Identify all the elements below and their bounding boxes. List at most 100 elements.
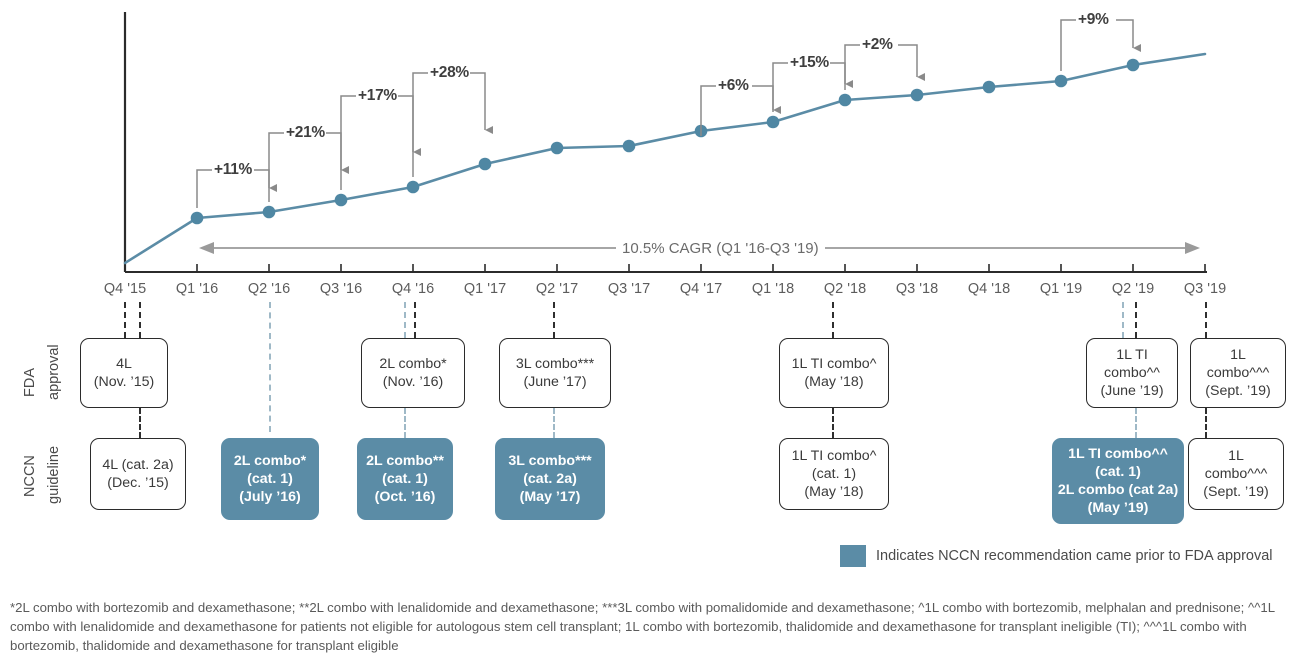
- growth-label-3: +28%: [430, 64, 469, 81]
- nccn-event-6-line-0: 1L: [1228, 447, 1244, 464]
- xtick-q3-16: Q3 '16: [319, 281, 363, 297]
- xtick-q4-17: Q4 '17: [679, 281, 723, 297]
- xtick-q4-15: Q4 '15: [103, 281, 147, 297]
- row-label-fda-line1: FDA: [22, 368, 38, 398]
- nccn-event-box-2[interactable]: 2L combo** (cat. 1) (Oct. ’16): [357, 438, 453, 520]
- footnotes: *2L combo with bortezomib and dexamethas…: [10, 600, 1275, 654]
- xtick-q4-18: Q4 '18: [967, 281, 1011, 297]
- xtick-q3-17: Q3 '17: [607, 281, 651, 297]
- xtick-q1-16: Q1 '16: [175, 281, 219, 297]
- connector-mid-4: [832, 408, 834, 438]
- nccn-event-4-line-1: (cat. 1): [811, 465, 857, 482]
- fda-event-4-line-1: combo^^: [1104, 364, 1160, 381]
- connector-mid-3: [553, 408, 555, 438]
- growth-label-0: +11%: [214, 161, 253, 178]
- xtick-q1-19: Q1 '19: [1039, 281, 1083, 297]
- nccn-event-3-line-2: (May ’17): [519, 489, 581, 506]
- connector-nccn-1: [269, 302, 271, 432]
- fda-event-0-line-1: (Nov. ’15): [93, 374, 155, 390]
- xtick-q1-18: Q1 '18: [751, 281, 795, 297]
- connector-nccn-2: [404, 302, 406, 338]
- xtick-q1-17: Q1 '17: [463, 281, 507, 297]
- connector-fda-4: [1135, 302, 1137, 338]
- cagr-label: 10.5% CAGR (Q1 '16-Q3 '19): [616, 240, 825, 257]
- nccn-event-5-line-1: (cat. 1): [1095, 463, 1141, 480]
- legend-swatch-nccn-prior: [840, 545, 866, 567]
- nccn-event-box-6[interactable]: 1L combo^^^ (Sept. ’19): [1188, 438, 1284, 510]
- connector-fda-1: [414, 302, 416, 338]
- xtick-q2-18: Q2 '18: [823, 281, 867, 297]
- nccn-event-6-line-2: (Sept. ’19): [1203, 484, 1269, 501]
- fda-event-5-line-1: combo^^^: [1206, 364, 1270, 381]
- fda-event-2-line-1: (June ’17): [523, 374, 587, 390]
- fda-event-box-0[interactable]: 4L (Nov. ’15): [80, 338, 168, 408]
- xtick-q4-16: Q4 '16: [391, 281, 435, 297]
- nccn-event-1-line-1: (cat. 1): [247, 470, 293, 487]
- nccn-event-0-line-1: (Dec. ’15): [107, 475, 169, 491]
- row-label-fda-line2: approval: [46, 344, 62, 400]
- legend-label: Indicates NCCN recommendation came prior…: [876, 548, 1273, 564]
- nccn-event-2-line-0: 2L combo**: [366, 452, 444, 469]
- xtick-q2-19: Q2 '19: [1111, 281, 1155, 297]
- fda-event-0-line-0: 4L: [116, 355, 132, 372]
- fda-event-4-line-2: (June ’19): [1100, 383, 1164, 400]
- fda-event-1-line-1: (Nov. ’16): [382, 374, 444, 390]
- fda-event-1-line-0: 2L combo*: [379, 355, 447, 372]
- growth-annotations: [196, 19, 1141, 208]
- growth-label-6: +2%: [862, 36, 893, 53]
- fda-event-box-3[interactable]: 1L TI combo^ (May ’18): [779, 338, 889, 408]
- fda-event-5-line-2: (Sept. ’19): [1205, 383, 1271, 400]
- nccn-event-5-line-3: (May ’19): [1087, 500, 1149, 517]
- nccn-event-5-line-0: 1L TI combo^^: [1068, 445, 1168, 462]
- nccn-event-3-line-0: 3L combo***: [508, 452, 592, 469]
- nccn-event-box-1[interactable]: 2L combo* (cat. 1) (July ’16): [221, 438, 319, 520]
- fda-event-box-4[interactable]: 1L TI combo^^ (June ’19): [1086, 338, 1178, 408]
- nccn-event-2-line-2: (Oct. ’16): [374, 489, 436, 506]
- fda-event-2-line-0: 3L combo***: [515, 355, 595, 372]
- nccn-event-4-line-0: 1L TI combo^: [791, 447, 877, 464]
- fda-event-box-5[interactable]: 1L combo^^^ (Sept. ’19): [1190, 338, 1286, 408]
- xtick-q3-19: Q3 '19: [1183, 281, 1227, 297]
- connector-mid-5: [1135, 408, 1137, 438]
- nccn-event-1-line-0: 2L combo*: [233, 452, 307, 469]
- connector-fda-3: [832, 302, 834, 338]
- series-markers: [190, 58, 1140, 225]
- nccn-event-6-line-1: combo^^^: [1204, 465, 1268, 482]
- chart-axes: [123, 12, 1207, 273]
- connector-mid-2: [404, 408, 406, 438]
- chart-area: +11% +21% +17% +28% +6% +15% +2% +9% 10.…: [0, 0, 1300, 300]
- xtick-q3-18: Q3 '18: [895, 281, 939, 297]
- nccn-event-4-line-2: (May ’18): [804, 484, 864, 501]
- nccn-event-0-line-0: 4L (cat. 2a): [102, 456, 174, 473]
- row-label-nccn-line1: NCCN: [22, 455, 38, 497]
- connector-fda-0b: [139, 302, 141, 338]
- connector-fda-5: [1205, 302, 1207, 338]
- nccn-event-box-4[interactable]: 1L TI combo^ (cat. 1) (May ’18): [779, 438, 889, 510]
- xtick-q2-17: Q2 '17: [535, 281, 579, 297]
- fda-event-5-line-0: 1L: [1230, 346, 1246, 363]
- connector-fda-2: [553, 302, 555, 338]
- nccn-event-1-line-2: (July ’16): [239, 489, 301, 506]
- growth-label-4: +6%: [718, 77, 749, 94]
- growth-label-1: +21%: [286, 124, 325, 141]
- nccn-event-5-line-2: 2L combo (cat 2a): [1057, 482, 1179, 498]
- nccn-event-3-line-1: (cat. 2a): [523, 470, 577, 487]
- growth-label-7: +9%: [1078, 11, 1109, 28]
- series-line: [123, 52, 1207, 265]
- growth-label-5: +15%: [790, 54, 829, 71]
- connector-mid-0: [139, 408, 141, 438]
- row-label-nccn-line2: guideline: [46, 445, 62, 505]
- growth-label-2: +17%: [358, 87, 397, 104]
- fda-event-3-line-0: 1L TI combo^: [791, 355, 877, 372]
- nccn-event-box-3[interactable]: 3L combo*** (cat. 2a) (May ’17): [495, 438, 605, 520]
- fda-event-box-2[interactable]: 3L combo*** (June ’17): [499, 338, 611, 408]
- connector-nccn-5: [1122, 302, 1124, 338]
- fda-event-box-1[interactable]: 2L combo* (Nov. ’16): [361, 338, 465, 408]
- legend: Indicates NCCN recommendation came prior…: [840, 545, 1273, 567]
- connector-mid-6: [1205, 408, 1207, 438]
- nccn-event-box-5[interactable]: 1L TI combo^^ (cat. 1) 2L combo (cat 2a)…: [1052, 438, 1184, 524]
- connector-fda-0a: [124, 302, 126, 338]
- nccn-event-box-0[interactable]: 4L (cat. 2a) (Dec. ’15): [90, 438, 186, 510]
- chart-svg: [123, 12, 1207, 273]
